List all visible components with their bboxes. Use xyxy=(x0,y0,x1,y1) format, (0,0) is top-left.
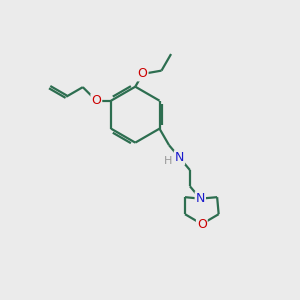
Text: O: O xyxy=(138,68,148,80)
Text: N: N xyxy=(196,192,205,205)
Text: O: O xyxy=(197,218,207,231)
Text: O: O xyxy=(92,94,101,107)
Text: H: H xyxy=(164,156,172,166)
Text: N: N xyxy=(175,151,184,164)
